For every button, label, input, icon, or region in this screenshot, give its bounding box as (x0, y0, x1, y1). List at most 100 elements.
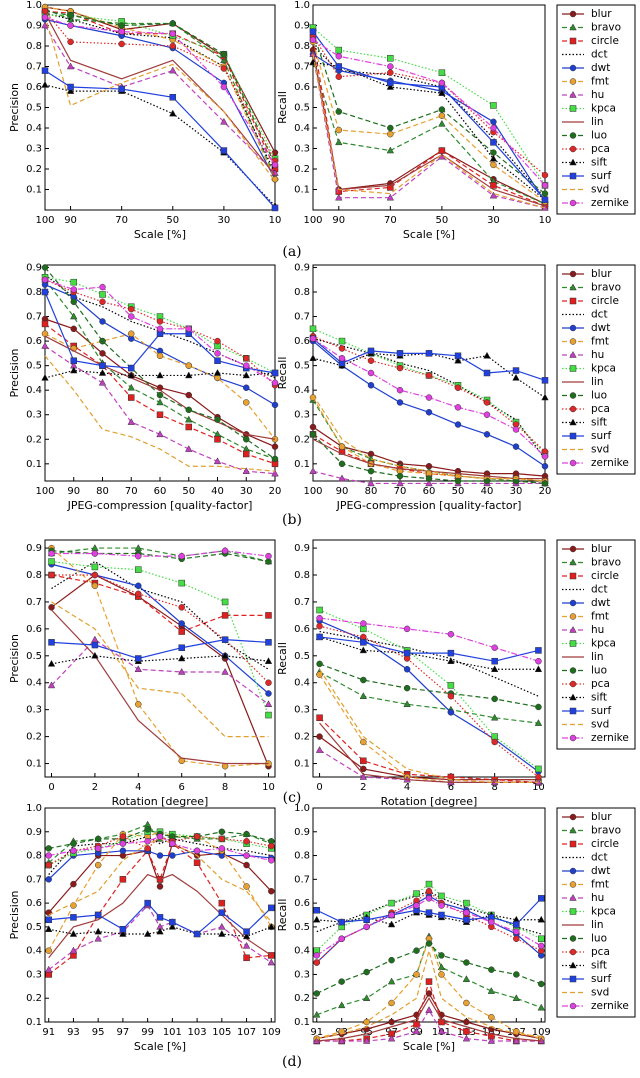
point-marker (265, 711, 272, 719)
legend-label: luo (591, 390, 607, 402)
point-marker (156, 318, 164, 325)
point-marker (309, 28, 317, 35)
point-marker (335, 138, 343, 146)
point-marker (413, 890, 420, 897)
y-tick-label: 0.5 (26, 103, 42, 114)
series-line (44, 70, 276, 209)
point-marker (99, 283, 106, 291)
subplot: 0.1 0.2 0.3 0.4 0.5 0.6 0.7 0.8 0.9 0 2 4 6 8 10 Rotati… (8, 539, 276, 808)
point-marker (360, 639, 367, 646)
point-marker (268, 904, 275, 912)
point-marker (387, 55, 394, 62)
series (41, 7, 279, 165)
series-line (319, 749, 539, 783)
point-marker (413, 971, 420, 978)
point-marker (221, 651, 229, 659)
point-marker (265, 612, 272, 619)
x-axis-title: Scale [%] (134, 1040, 186, 1053)
x-tick-label: 20 (269, 486, 282, 497)
point-marker (537, 915, 545, 923)
point-marker (438, 147, 446, 154)
subplot: 0.10.20.30.40.50.60.70.80.91.09193959799… (276, 803, 551, 1053)
legend-label: bravo (591, 282, 621, 294)
point-marker (425, 475, 433, 482)
point-marker (91, 571, 99, 579)
y-tick-label: 0.2 (294, 993, 310, 1004)
point-marker (569, 625, 577, 633)
y-tick-label: 0.3 (26, 969, 42, 980)
point-marker (70, 286, 77, 293)
series (312, 394, 546, 482)
point-marker (569, 338, 577, 345)
x-axis-title: Rotation [degree] (112, 795, 209, 808)
point-marker (569, 405, 577, 413)
x-tick-label: 0 (48, 782, 54, 793)
point-marker (316, 606, 323, 614)
series-line (44, 12, 276, 176)
series (41, 288, 279, 377)
legend-label: sift (591, 692, 607, 704)
point-marker (437, 1027, 446, 1035)
point-marker (218, 930, 226, 937)
series (41, 276, 279, 387)
point-marker (438, 119, 446, 127)
point-marker (156, 352, 164, 360)
point-marker (438, 106, 446, 113)
point-marker (118, 40, 125, 48)
point-marker (462, 975, 471, 982)
point-marker (534, 665, 543, 673)
point-marker (243, 355, 250, 362)
y-tick-label: 0.5 (294, 361, 310, 372)
point-marker (425, 978, 433, 985)
point-marker (178, 604, 185, 611)
point-marker (413, 902, 420, 909)
point-marker (156, 371, 164, 379)
point-marker (309, 467, 317, 474)
legend-label: svd (591, 444, 609, 456)
point-marker (41, 7, 49, 15)
legend-label: lin (591, 116, 604, 128)
legend-label: kpca (591, 103, 616, 115)
point-marker (534, 719, 543, 726)
series-line (312, 31, 546, 201)
point-marker (388, 899, 395, 907)
series-line (44, 276, 276, 374)
point-marker (67, 83, 74, 91)
point-marker (213, 368, 222, 376)
x-tick-label: 2 (360, 782, 366, 793)
x-tick-label: 30 (218, 215, 231, 226)
point-marker (44, 965, 53, 973)
point-marker (403, 625, 411, 633)
point-marker (309, 431, 317, 438)
series (319, 630, 539, 697)
point-marker (535, 647, 542, 654)
series-line (44, 15, 276, 182)
point-marker (313, 906, 320, 914)
point-marker (541, 393, 549, 401)
point-marker (363, 968, 370, 976)
series (309, 431, 549, 487)
x-tick-label: 8 (222, 782, 228, 793)
point-marker (569, 270, 577, 278)
point-marker (271, 204, 279, 212)
y-tick-label: 0.6 (26, 898, 42, 909)
point-marker (156, 927, 164, 935)
y-tick-label: 0.8 (294, 570, 310, 581)
series (48, 636, 272, 662)
y-tick-label: 0.3 (26, 705, 42, 716)
series-line (51, 638, 269, 705)
series-line (319, 625, 539, 778)
series (313, 1006, 545, 1044)
point-marker (386, 193, 395, 201)
point-marker (48, 571, 55, 579)
y-tick-label: 0.8 (294, 851, 310, 862)
point-marker (169, 66, 177, 74)
legend-label: fmt (591, 879, 609, 891)
x-axis-title: JPEG-compression [quality-factor] (336, 499, 522, 512)
legend-label: luo (591, 665, 607, 677)
point-marker (316, 622, 323, 630)
point-marker (178, 644, 185, 651)
point-marker (41, 80, 49, 88)
point-marker (338, 474, 346, 482)
